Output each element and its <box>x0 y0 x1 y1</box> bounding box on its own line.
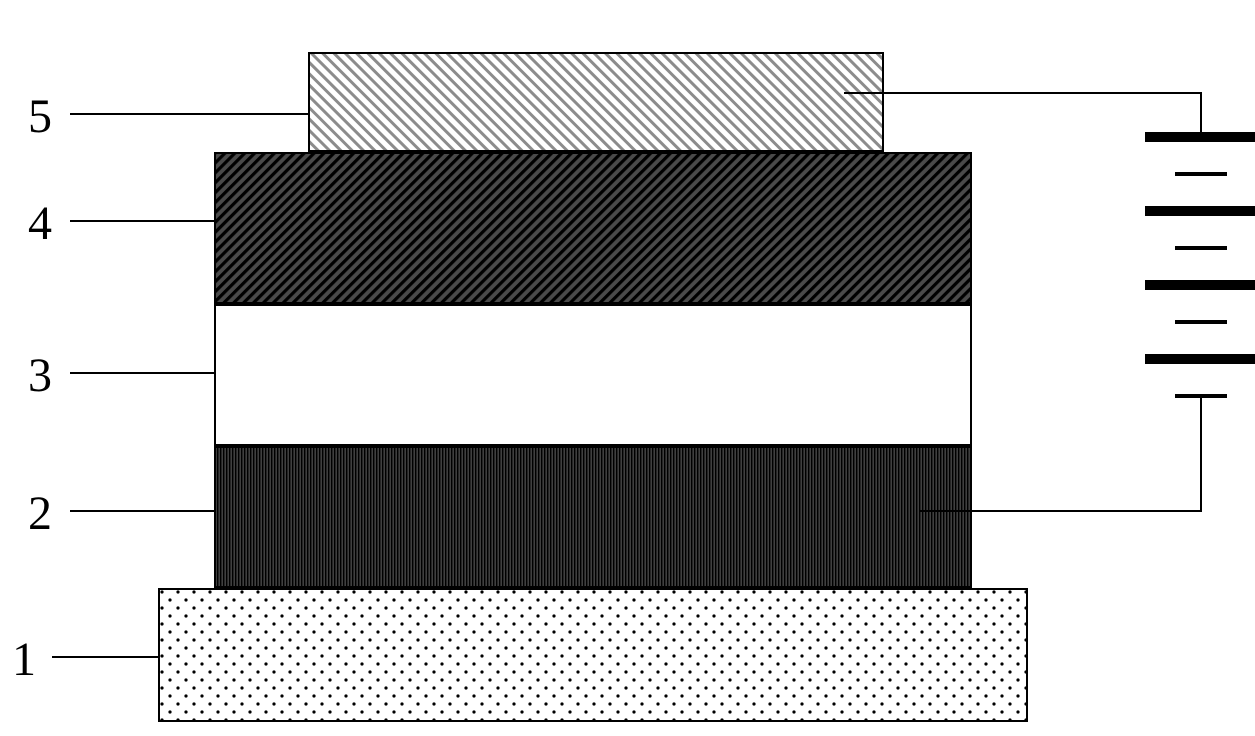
diagram-canvas: 5 4 3 2 1 <box>0 0 1255 736</box>
battery-plate-long <box>1145 206 1255 216</box>
battery-bottom-connector <box>1200 398 1202 428</box>
battery-plate-short <box>1175 172 1227 176</box>
lead-line-3 <box>70 372 214 374</box>
label-5: 5 <box>28 93 52 141</box>
layer-4 <box>214 152 972 304</box>
battery-plate-long <box>1145 354 1255 364</box>
wire-top-vertical <box>1200 92 1202 132</box>
layer-3 <box>214 304 972 446</box>
lead-line-4 <box>70 220 214 222</box>
label-1: 1 <box>12 636 36 684</box>
label-4: 4 <box>28 200 52 248</box>
label-3: 3 <box>28 352 52 400</box>
wire-bottom-horizontal <box>920 510 1201 512</box>
wire-bottom-vertical <box>1200 428 1202 512</box>
lead-line-1 <box>52 656 158 658</box>
battery-plate-short <box>1175 320 1227 324</box>
label-2: 2 <box>28 490 52 538</box>
battery-plate-long <box>1145 132 1255 142</box>
lead-line-2 <box>70 510 214 512</box>
battery-plate-long <box>1145 280 1255 290</box>
layer-5-top-electrode <box>308 52 884 152</box>
battery-plate-short <box>1175 246 1227 250</box>
layer-1-substrate <box>158 588 1028 722</box>
wire-top-horizontal <box>844 92 1201 94</box>
layer-2 <box>214 446 972 588</box>
lead-line-5 <box>70 113 330 115</box>
